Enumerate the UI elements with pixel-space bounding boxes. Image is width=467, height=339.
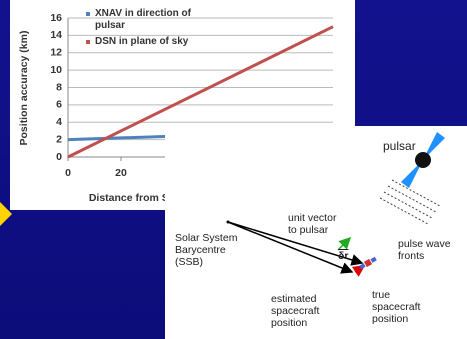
unit-vector: [338, 238, 350, 250]
label: pulse wave fronts: [398, 238, 458, 262]
wave-fronts: [380, 180, 440, 224]
label: δr: [338, 250, 348, 262]
label: pulsar: [383, 140, 416, 152]
slide: Position accuracy (km) Distance from Sol…: [0, 0, 467, 339]
label: unit vector to pulsar: [288, 212, 348, 236]
label: Solar System Barycentre (SSB): [175, 232, 245, 268]
label: true spacecraft position: [372, 289, 427, 325]
pulsar: [415, 152, 431, 168]
label: estimated spacecraft position: [271, 293, 326, 329]
